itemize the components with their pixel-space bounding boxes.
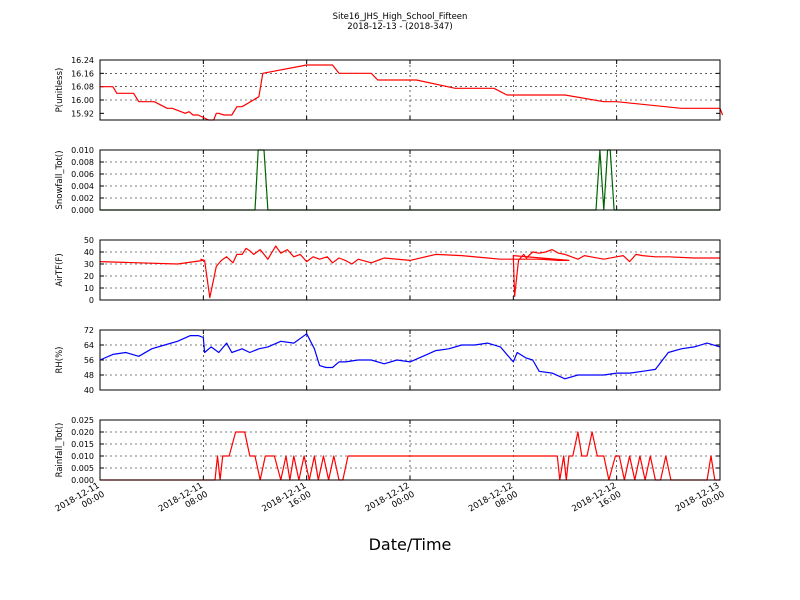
y-tick-label: 64 (84, 341, 94, 350)
y-tick-label: 30 (84, 260, 94, 269)
x-tick-label: 2018-12-1100:00 (54, 481, 107, 523)
y-tick-label: 0.015 (71, 440, 94, 449)
y-tick-label: 40 (84, 386, 94, 395)
series-line (100, 64, 724, 121)
y-tick-label: 0.005 (71, 464, 94, 473)
y-tick-label: 0 (89, 296, 94, 305)
y-axis-label: Rainfall_Tot() (55, 423, 65, 478)
axes-frame (99, 149, 721, 211)
y-tick-label: 20 (84, 272, 94, 281)
y-axis-label: P(unitless) (55, 68, 65, 113)
y-tick-label: 0.010 (71, 452, 94, 461)
y-tick-label: 16.08 (71, 83, 94, 92)
panels: 15.92 16.00 16.08 16.16 16.24 P(unitless) 0.00… (54, 56, 727, 523)
axes-frame (99, 239, 721, 301)
axes-frame (99, 59, 721, 121)
axes-frame (99, 419, 721, 481)
x-tick-label: 2018-12-1116:00 (260, 481, 313, 523)
y-tick-label: 0.000 (71, 206, 94, 215)
y-axis-label: AirTF(F) (55, 253, 65, 286)
y-tick-label: 16.24 (71, 56, 94, 65)
x-tick-label: 2018-12-1300:00 (674, 481, 727, 523)
y-tick-label: 0.004 (71, 182, 94, 191)
y-tick-label: 72 (84, 326, 94, 335)
panel-2: 0.000 0.002 0.004 0.006 0.008 0.010 Snowfall_T… (55, 146, 721, 215)
y-axis-label: Snowfall_Tot() (55, 150, 65, 209)
y-tick-label: 15.92 (71, 109, 94, 118)
series-line (99, 333, 721, 380)
panel-5: 0.000 0.005 0.010 0.015 0.020 0.025 Rainfall_T… (55, 416, 721, 485)
y-tick-label: 0.008 (71, 158, 94, 167)
x-tick-label: 2018-12-1200:00 (364, 481, 417, 523)
panel-4: 40 48 56 64 72 RH(%) (55, 326, 721, 395)
y-tick-label: 0.010 (71, 146, 94, 155)
x-tick-label: 2018-12-1216:00 (570, 481, 623, 523)
panel-1: 15.92 16.00 16.08 16.16 16.24 P(unitless) (55, 56, 724, 121)
y-tick-label: 0.025 (71, 416, 94, 425)
y-tick-label: 0.002 (71, 194, 94, 203)
chart-subtitle: 2018-12-13 - (2018-347) (347, 22, 452, 32)
y-tick-label: 16.16 (71, 69, 94, 78)
y-tick-label: 48 (84, 371, 94, 380)
y-tick-label: 10 (84, 284, 94, 293)
series-line (99, 245, 720, 299)
axes-frame (99, 329, 721, 391)
x-tick-label: 2018-12-1108:00 (157, 481, 210, 523)
y-axis-label: RH(%) (55, 346, 65, 373)
y-tick-label: 0.020 (71, 428, 94, 437)
y-tick-label: 16.00 (71, 96, 94, 105)
y-tick-label: 0.006 (71, 170, 94, 179)
x-axis-label: Date/Time (369, 535, 452, 554)
y-tick-label: 50 (84, 236, 94, 245)
panel-3: 0 10 20 30 40 50 AirTF(F) (55, 236, 721, 305)
chart-title: Site16_JHS_High_School_Fifteen (333, 12, 468, 22)
y-tick-label: 40 (84, 248, 94, 257)
y-tick-label: 56 (84, 356, 94, 365)
series-line (100, 431, 720, 481)
y-tick-label: 0.000 (71, 476, 94, 485)
x-tick-label: 2018-12-1208:00 (467, 481, 520, 523)
